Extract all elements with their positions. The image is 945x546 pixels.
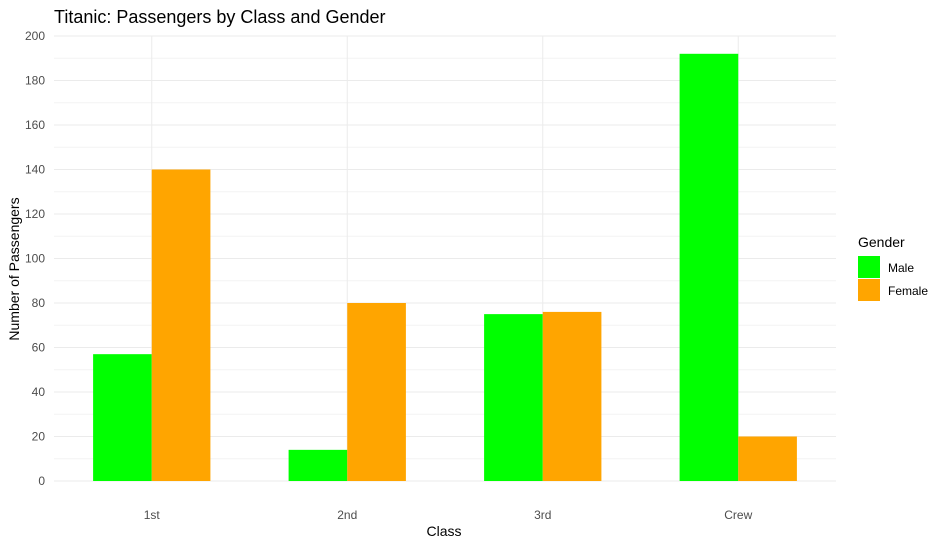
x-tick-label: 1st (144, 508, 161, 522)
x-tick-label: 2nd (337, 508, 357, 522)
y-tick-label: 200 (25, 29, 45, 43)
bar-female-1st (151, 169, 211, 481)
bar-female-2nd (347, 303, 406, 481)
y-tick-label: 160 (25, 118, 45, 132)
chart-title: Titanic: Passengers by Class and Gender (54, 7, 386, 27)
y-tick-label: 60 (32, 341, 46, 355)
y-tick-label: 40 (32, 385, 46, 399)
legend-label-female: Female (888, 284, 928, 298)
y-tick-label: 80 (32, 296, 46, 310)
x-tick-label: Crew (724, 508, 752, 522)
legend-title: Gender (858, 234, 905, 250)
bars (93, 53, 797, 482)
y-tick-label: 20 (32, 430, 46, 444)
y-tick-label: 180 (25, 74, 45, 88)
bar-male-crew (679, 53, 739, 482)
legend: Gender Male Female (858, 234, 928, 301)
legend-label-male: Male (888, 261, 914, 275)
y-axis-title: Number of Passengers (6, 197, 22, 340)
legend-key-female (858, 279, 880, 301)
bar-male-1st (93, 354, 152, 481)
bar-male-2nd (288, 449, 348, 481)
bar-male-3rd (484, 314, 543, 481)
x-axis-ticks: 1st 2nd 3rd Crew (144, 508, 753, 522)
legend-key-male (858, 256, 880, 278)
legend-items: Male Female (858, 256, 928, 301)
bar-female-3rd (542, 311, 602, 481)
x-tick-label: 3rd (534, 508, 551, 522)
x-axis-title: Class (426, 523, 461, 539)
bar-female-crew (738, 436, 797, 481)
y-tick-label: 0 (38, 474, 45, 488)
y-tick-label: 100 (25, 252, 45, 266)
y-tick-label: 120 (25, 207, 45, 221)
y-tick-label: 140 (25, 163, 45, 177)
y-axis-ticks: 0 20 40 60 80 100 120 140 160 180 200 (25, 29, 45, 488)
